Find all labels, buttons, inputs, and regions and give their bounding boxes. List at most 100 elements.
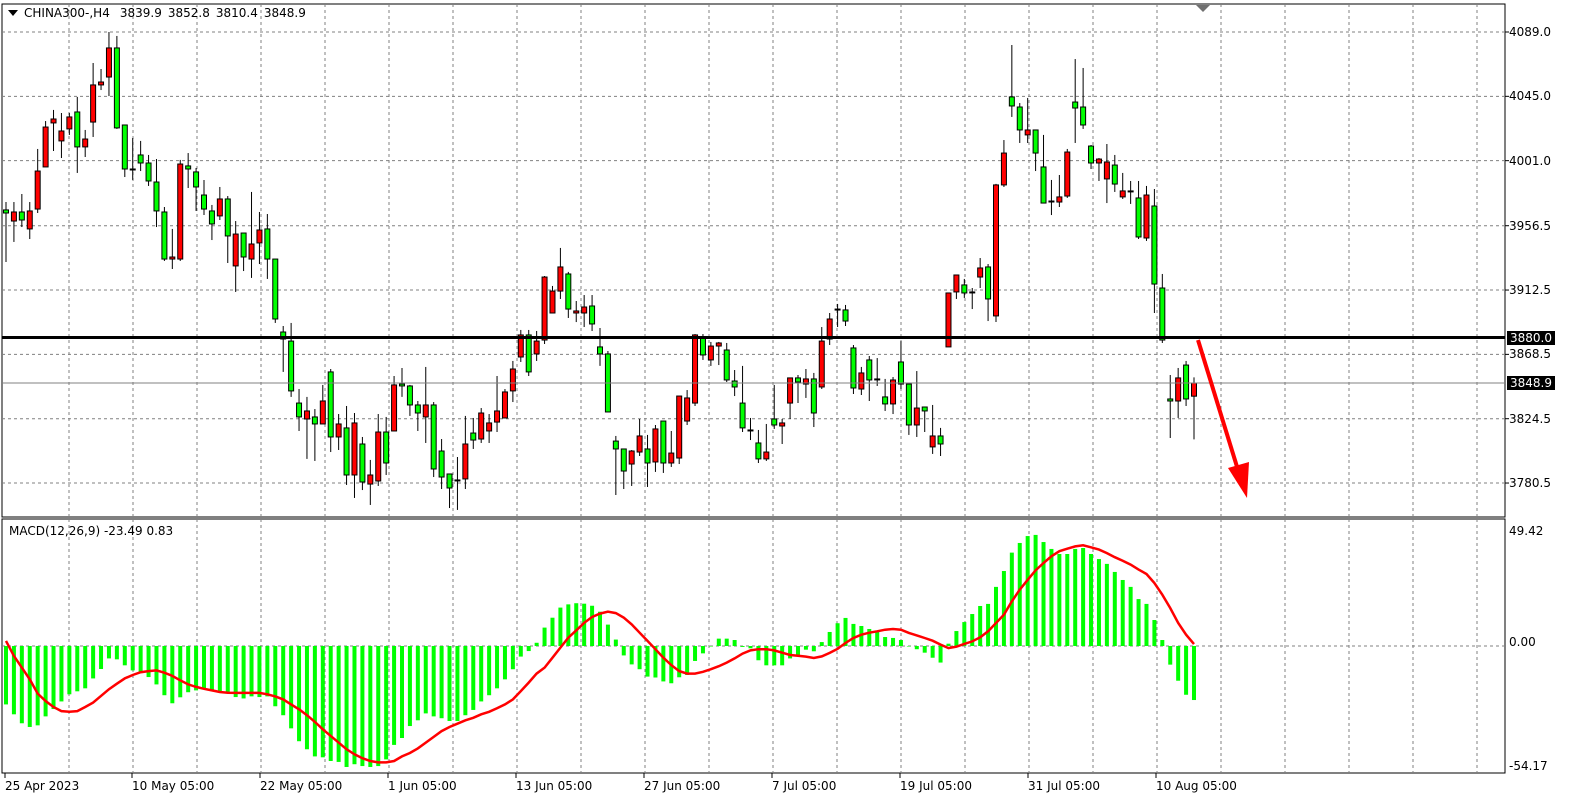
macd-histogram-bar <box>685 646 690 675</box>
dropdown-triangle-icon[interactable] <box>8 10 18 16</box>
macd-histogram-bar <box>67 646 72 695</box>
macd-histogram-bar <box>978 605 983 646</box>
macd-histogram-bar <box>194 646 199 691</box>
macd-histogram-bar <box>463 646 468 716</box>
candle-bearish <box>699 336 706 356</box>
candle-bullish <box>1024 129 1031 136</box>
candle-bullish <box>715 342 722 347</box>
candle-bullish <box>747 429 754 432</box>
candle-bullish <box>1191 382 1197 397</box>
macd-histogram-bar <box>677 646 682 678</box>
candle-bullish <box>494 410 501 423</box>
candle-bearish <box>288 340 295 392</box>
macd-histogram-bar <box>629 646 634 665</box>
macd-histogram-bar <box>479 646 484 702</box>
macd-histogram-bar <box>574 603 579 646</box>
macd-histogram-bar <box>526 646 531 652</box>
macd-histogram-bar <box>661 646 666 682</box>
macd-histogram-bar <box>1049 548 1054 646</box>
candle-bullish <box>541 276 548 341</box>
shift-marker-icon <box>1196 5 1210 12</box>
candle-bullish <box>216 198 223 217</box>
candle-bearish <box>224 198 231 237</box>
macd-histogram-bar <box>835 623 840 646</box>
candle-bullish <box>1175 377 1182 402</box>
candle-bullish <box>1103 161 1110 180</box>
macd-histogram-bar <box>1192 646 1196 701</box>
macd-histogram-bar <box>447 646 452 721</box>
macd-histogram-bar <box>518 646 523 657</box>
candle-bearish <box>1032 129 1039 154</box>
candle-bearish <box>161 211 168 260</box>
macd-histogram-bar <box>91 646 96 679</box>
macd-histogram-bar <box>716 638 721 646</box>
macd-histogram-bar <box>233 646 238 698</box>
macd-histogram-bar <box>83 646 88 689</box>
macd-histogram-bar <box>186 646 191 693</box>
macd-histogram-bar <box>27 646 32 727</box>
macd-histogram-bar <box>273 646 278 707</box>
macd-histogram-bar <box>241 646 246 699</box>
macd-histogram-bar <box>510 646 515 670</box>
macd-histogram-bar <box>827 631 832 646</box>
macd-histogram-bar <box>1144 603 1149 646</box>
candle-bearish <box>597 346 603 355</box>
macd-histogram-bar <box>217 646 222 692</box>
macd-histogram-bar <box>645 646 650 677</box>
macd-histogram-bar <box>724 638 729 646</box>
time-label: 10 Aug 05:00 <box>1156 779 1237 793</box>
candle-bearish <box>113 47 120 129</box>
candle-bearish <box>240 232 247 258</box>
candle-bullish <box>42 126 49 168</box>
macd-histogram-bar <box>867 628 872 646</box>
macd-histogram-bar <box>336 646 341 762</box>
macd-signal-line <box>4 544 1195 764</box>
price-label: 4045.0 <box>1509 89 1551 104</box>
macd-histogram-bar <box>202 646 206 690</box>
macd-histogram-bar <box>566 604 571 646</box>
macd-histogram-bar <box>946 643 951 646</box>
candle-bullish <box>858 372 865 390</box>
macd-histogram-bar <box>368 646 373 767</box>
candle-bullish <box>335 423 342 438</box>
candle-bullish <box>517 334 524 358</box>
macd-histogram-bar <box>162 646 167 696</box>
candle-bullish <box>82 138 89 148</box>
macd-histogram-bar <box>621 646 626 656</box>
macd-histogram-bar <box>75 646 80 692</box>
macd-histogram-bar <box>35 646 40 726</box>
candle-bearish <box>359 443 366 483</box>
macd-histogram-bar <box>780 646 785 666</box>
macd-histogram-bar <box>700 646 705 654</box>
macd-histogram-bar <box>146 646 151 678</box>
macd-histogram-bar <box>376 646 381 767</box>
symbol-label: CHINA300-,H4 <box>24 6 110 20</box>
candle-bullish <box>1127 190 1134 193</box>
macd-histogram-bar <box>914 646 919 650</box>
candle-bullish <box>549 290 556 314</box>
candle-bearish <box>193 171 200 188</box>
candle-bullish <box>90 84 97 123</box>
candle-bearish <box>208 210 215 225</box>
macd-histogram-bar <box>613 639 618 646</box>
macd-histogram-bar <box>922 646 927 653</box>
macd-histogram-bar <box>772 646 777 666</box>
ohlc-high: 3852.8 <box>167 6 210 20</box>
candle-bearish <box>961 284 968 294</box>
price-label: 3780.5 <box>1509 476 1551 491</box>
time-label: 1 Jun 05:00 <box>388 779 457 793</box>
arrow-down-icon <box>1228 462 1249 498</box>
macd-histogram-bar <box>502 646 507 680</box>
macd-histogram-bar <box>851 623 856 646</box>
macd-histogram-bar <box>938 646 943 663</box>
candle-bullish <box>977 267 984 278</box>
candle-bearish <box>1183 364 1190 400</box>
candle-bullish <box>969 291 976 294</box>
macd-histogram-bar <box>392 646 397 745</box>
candle-bearish <box>264 228 271 260</box>
candle-bullish <box>478 412 485 440</box>
candle-bullish <box>929 435 936 448</box>
macd-histogram-bar <box>986 603 991 646</box>
candle-bullish <box>26 210 33 230</box>
